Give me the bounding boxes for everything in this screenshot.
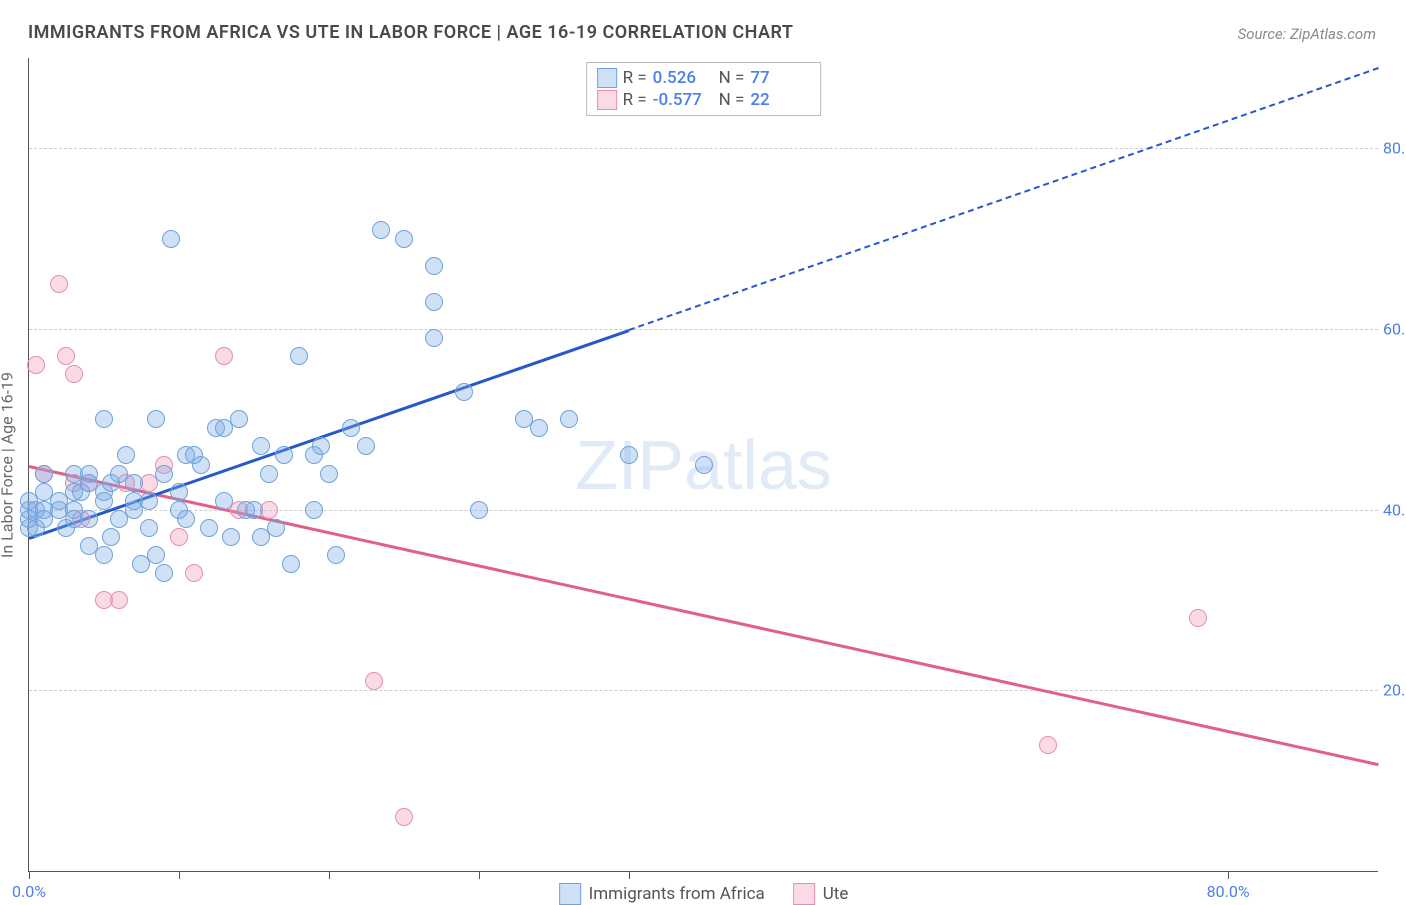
x-tick [479,871,480,879]
scatter-point-africa [290,347,308,365]
x-tick [29,871,30,879]
y-axis-label: In Labor Force | Age 16-19 [0,371,17,557]
scatter-point-africa [530,419,548,437]
scatter-point-africa [395,230,413,248]
scatter-point-ute [185,564,203,582]
scatter-point-africa [102,528,120,546]
scatter-point-ute [65,365,83,383]
scatter-point-africa [170,483,188,501]
grid-line [29,329,1378,330]
scatter-point-ute [1039,736,1057,754]
scatter-point-africa [305,501,323,519]
scatter-point-ute [110,591,128,609]
scatter-point-africa [80,510,98,528]
scatter-point-africa [260,465,278,483]
plot-area: ZIPatlas 20.0%40.0%60.0%80.0%0.0%80.0%R … [29,58,1378,871]
scatter-point-africa [327,546,345,564]
scatter-point-ute [365,672,383,690]
scatter-point-africa [267,519,285,537]
scatter-point-africa [140,492,158,510]
scatter-point-ute [27,356,45,374]
scatter-point-africa [372,221,390,239]
chart-area: In Labor Force | Age 16-19 ZIPatlas 20.0… [28,58,1378,872]
scatter-point-africa [357,437,375,455]
y-tick-label: 60.0% [1383,320,1406,339]
x-tick [329,871,330,879]
x-tick [629,871,630,879]
scatter-point-ute [215,347,233,365]
scatter-point-africa [200,519,218,537]
scatter-point-africa [155,564,173,582]
legend-item: Immigrants from Africa [559,883,765,905]
legend-swatch [597,90,617,110]
chart-title: IMMIGRANTS FROM AFRICA VS UTE IN LABOR F… [28,22,793,43]
scatter-point-africa [560,410,578,428]
scatter-point-africa [320,465,338,483]
scatter-point-africa [140,519,158,537]
scatter-point-ute [57,347,75,365]
scatter-point-africa [162,230,180,248]
scatter-point-africa [470,501,488,519]
legend-label: Ute [823,884,849,904]
scatter-point-africa [245,501,263,519]
x-tick [1228,871,1229,879]
scatter-point-africa [222,528,240,546]
scatter-point-africa [95,410,113,428]
legend-swatch [793,883,815,905]
scatter-point-africa [125,474,143,492]
scatter-point-ute [170,528,188,546]
scatter-point-africa [425,257,443,275]
scatter-point-ute [50,275,68,293]
scatter-point-africa [275,446,293,464]
scatter-point-ute [395,808,413,826]
scatter-point-africa [95,546,113,564]
scatter-point-africa [147,410,165,428]
grid-line [29,690,1378,691]
legend-swatch [597,68,617,88]
correlation-legend: R =0.526N =77R =-0.577N =22 [586,62,822,116]
scatter-point-africa [117,446,135,464]
scatter-point-africa [425,329,443,347]
grid-line [29,148,1378,149]
scatter-point-africa [252,437,270,455]
x-tick [179,871,180,879]
legend-swatch [559,883,581,905]
scatter-point-africa [177,510,195,528]
legend-label: Immigrants from Africa [589,884,765,904]
scatter-point-africa [455,383,473,401]
scatter-point-africa [695,456,713,474]
y-tick-label: 40.0% [1383,500,1406,519]
scatter-point-africa [95,492,113,510]
scatter-point-africa [35,465,53,483]
scatter-point-africa [192,456,210,474]
scatter-point-africa [620,446,638,464]
scatter-point-africa [282,555,300,573]
y-tick-label: 20.0% [1383,681,1406,700]
scatter-point-africa [230,410,248,428]
scatter-point-ute [1189,609,1207,627]
scatter-point-africa [342,419,360,437]
scatter-point-africa [215,492,233,510]
legend-item: Ute [793,883,849,905]
source-attribution: Source: ZipAtlas.com [1238,25,1376,43]
scatter-point-africa [425,293,443,311]
scatter-point-africa [147,546,165,564]
y-tick-label: 80.0% [1383,139,1406,158]
scatter-point-africa [155,465,173,483]
series-legend: Immigrants from Africa Ute [559,883,849,905]
scatter-point-africa [312,437,330,455]
